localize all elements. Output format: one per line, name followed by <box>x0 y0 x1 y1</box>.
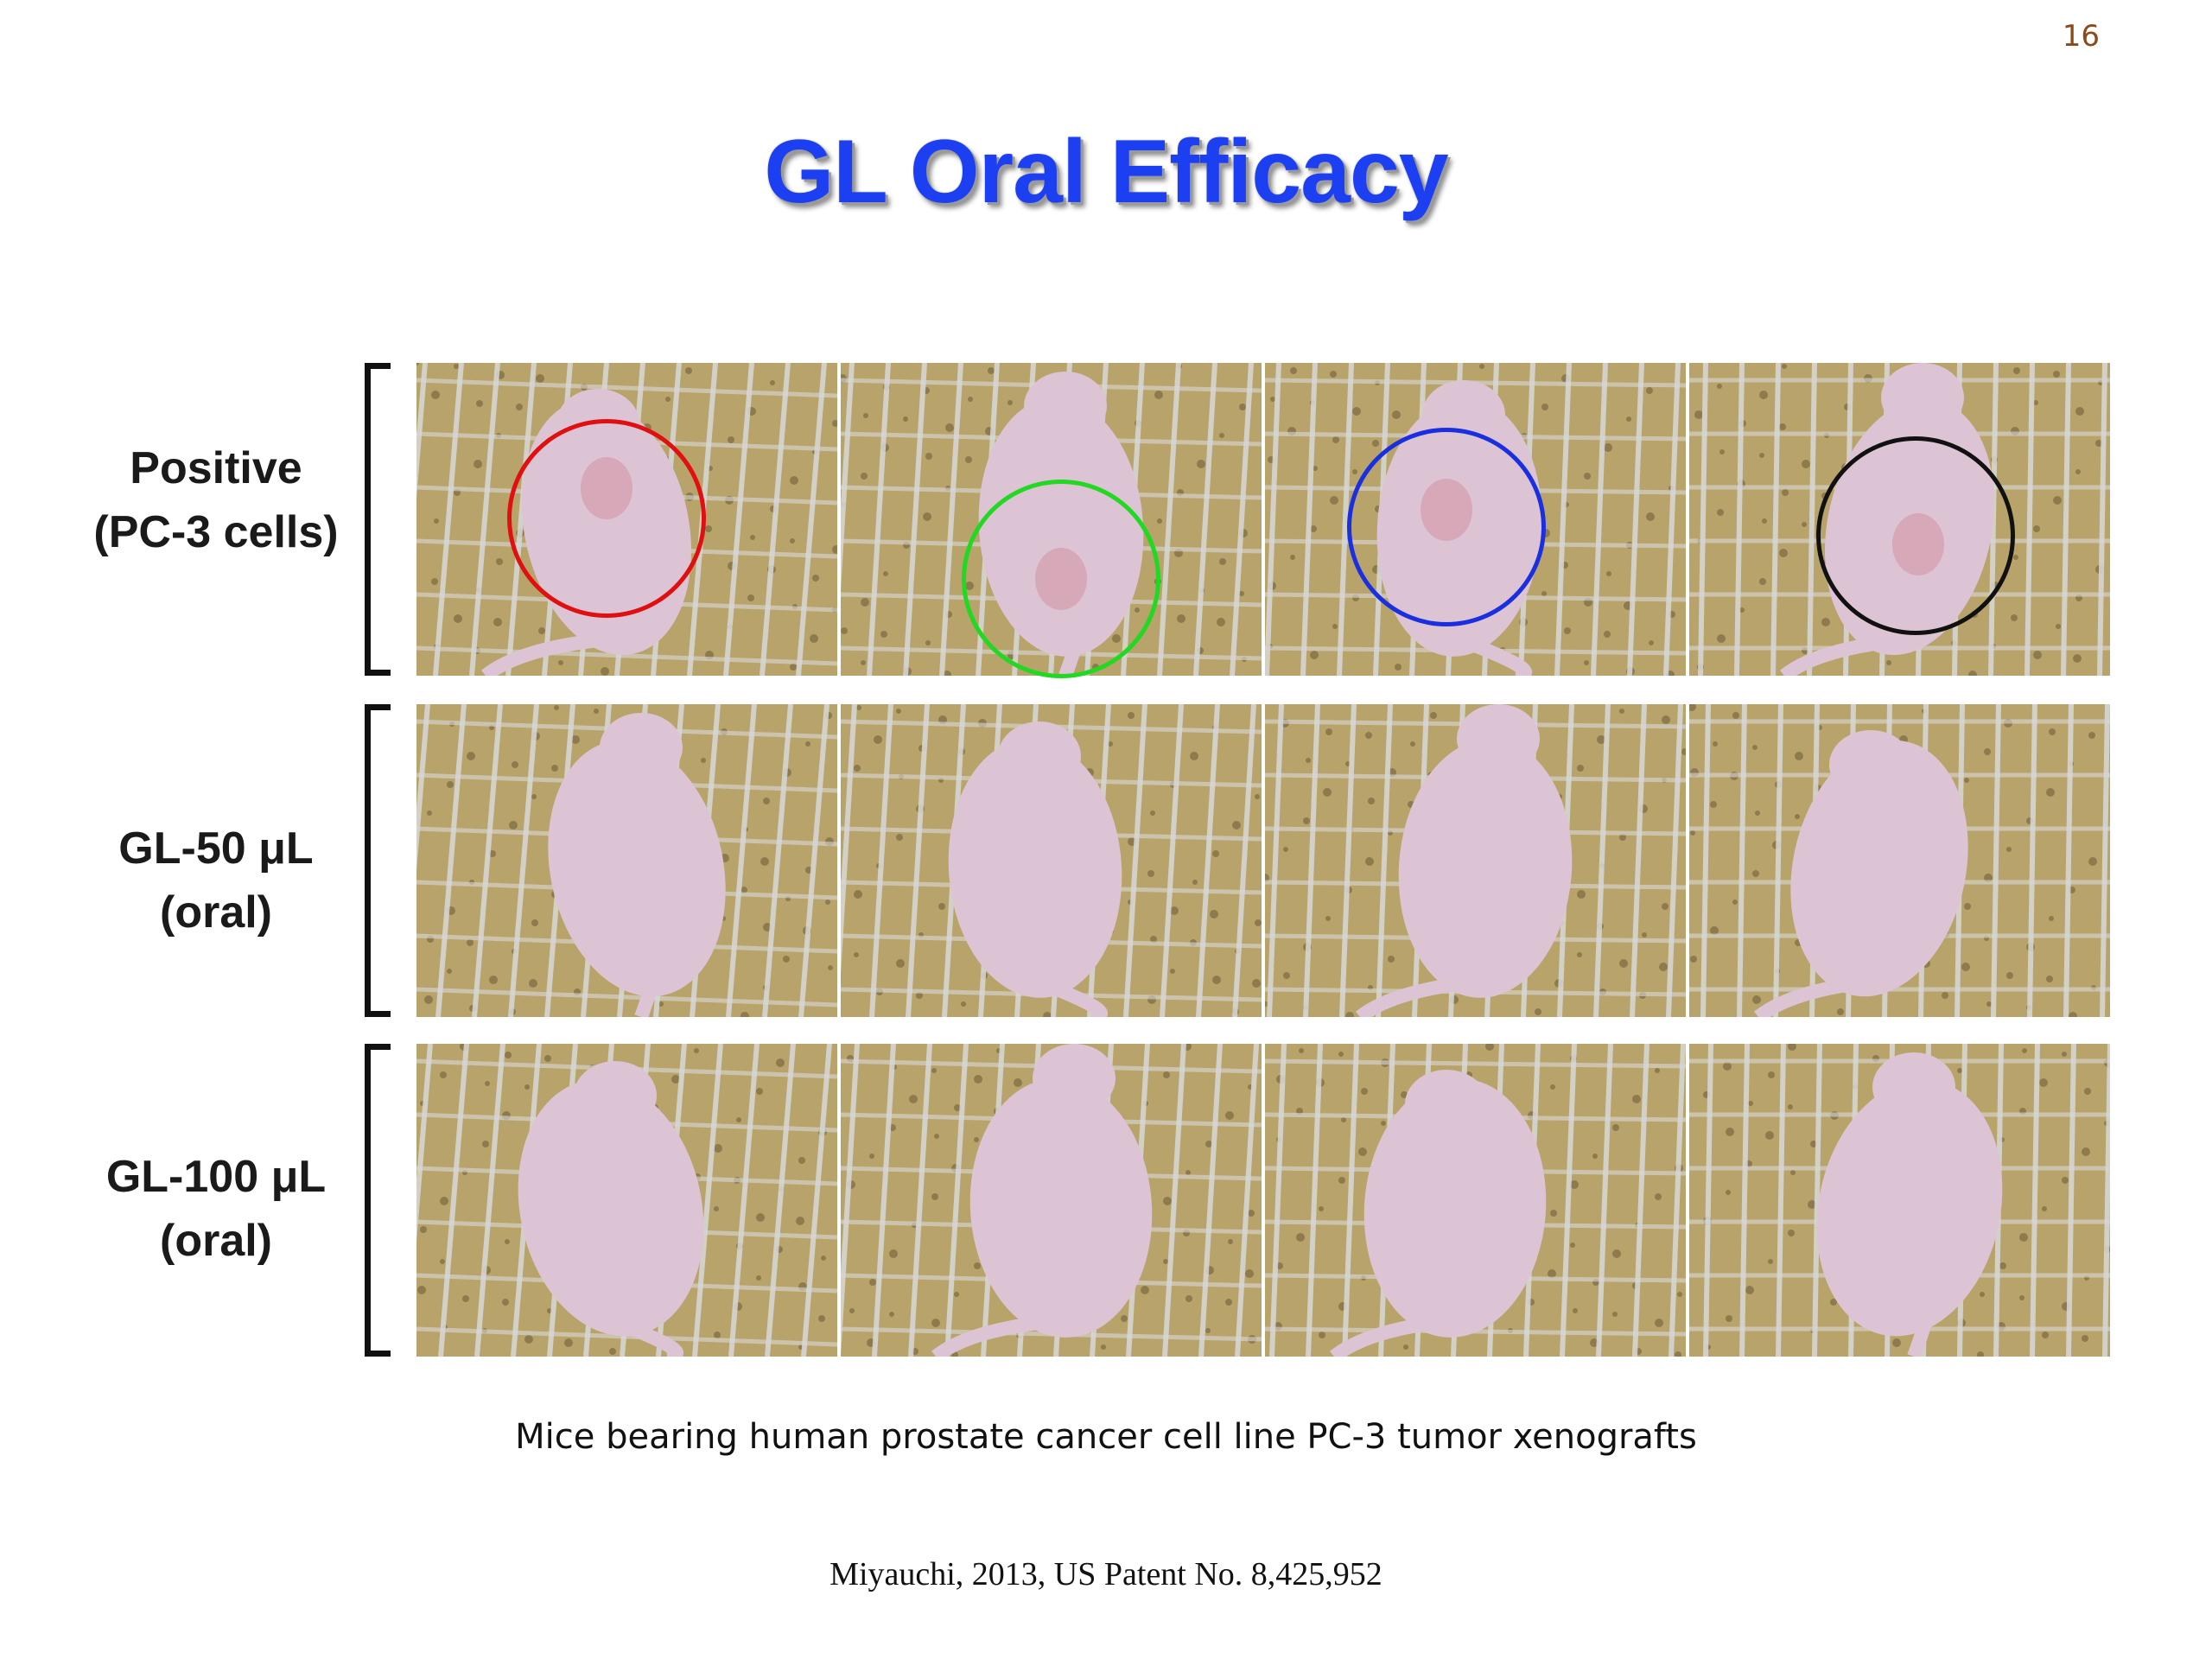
mouse-photo-gl50-1 <box>416 704 837 1017</box>
tumor-highlight-circle <box>1347 428 1546 626</box>
mouse-photo-gl50-4 <box>1689 704 2110 1017</box>
photo-image <box>841 1044 1262 1357</box>
mouse-photo-gl50-3 <box>1265 704 1686 1017</box>
photo-image <box>1689 1044 2110 1357</box>
mouse-photo-gl50-2 <box>841 704 1262 1017</box>
row-bracket-positive <box>365 363 391 676</box>
mouse-photo-gl100-4 <box>1689 1044 2110 1357</box>
photo-image <box>1265 1044 1686 1357</box>
mouse-photo-grid <box>416 363 2113 1357</box>
row-label-line2: (oral) <box>160 887 272 938</box>
row-label-line1: Positive <box>130 443 302 493</box>
row-label-gl50: GL-50 μL (oral) <box>60 817 372 944</box>
mouse-photo-gl100-1 <box>416 1044 837 1357</box>
tumor-highlight-circle <box>1816 436 2015 635</box>
photo-image <box>1689 704 2110 1017</box>
row-label-line1: GL-100 μL <box>105 1152 327 1202</box>
mouse-photo-gl100-3 <box>1265 1044 1686 1357</box>
photo-image <box>416 1044 837 1357</box>
tumor-highlight-circle <box>507 419 706 618</box>
tumor-highlight-circle <box>962 480 1160 678</box>
citation: Miyauchi, 2013, US Patent No. 8,425,952 <box>830 1556 1382 1592</box>
page-number: 16 <box>2062 19 2100 54</box>
row-label-line2: (PC-3 cells) <box>93 507 339 557</box>
row-label-line1: GL-50 μL <box>118 823 314 874</box>
row-label-line2: (oral) <box>160 1216 272 1266</box>
row-label-positive: Positive (PC-3 cells) <box>60 436 372 564</box>
row-bracket-gl100 <box>365 1044 391 1357</box>
row-label-gl100: GL-100 μL (oral) <box>60 1145 372 1273</box>
figure-caption: Mice bearing human prostate cancer cell … <box>515 1417 1697 1457</box>
slide-title: GL Oral Efficacy <box>764 122 1448 222</box>
photo-image <box>1265 704 1686 1017</box>
row-bracket-gl50 <box>365 704 391 1017</box>
photo-image <box>416 704 837 1017</box>
mouse-photo-gl100-2 <box>841 1044 1262 1357</box>
photo-image <box>841 704 1262 1017</box>
